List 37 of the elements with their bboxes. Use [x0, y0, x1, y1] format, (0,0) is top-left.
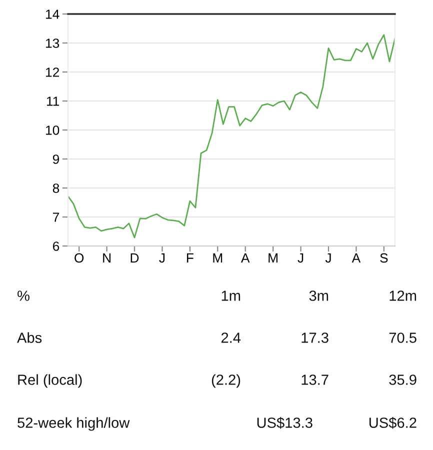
x-tick-label: J	[298, 253, 304, 263]
y-tick-label: 7	[53, 212, 60, 222]
text: 2.4	[221, 332, 241, 343]
text: Rel (local)	[18, 374, 82, 388]
y-tick-label: 13	[46, 38, 60, 48]
text: 3m	[309, 290, 328, 301]
text: 70.5	[389, 332, 416, 343]
y-tick-label: 11	[46, 96, 60, 106]
x-tick-label: D	[130, 253, 139, 263]
x-tick-label: F	[186, 253, 194, 263]
text: 17.3	[302, 332, 328, 343]
text: 1m	[222, 290, 240, 301]
y-tick-label: 8	[52, 184, 60, 193]
x-tick-label: M	[213, 253, 222, 263]
y-tick-label: 14	[46, 10, 60, 19]
y-tick-label: 10	[46, 126, 60, 135]
x-tick-label: J	[159, 253, 165, 263]
line-series	[68, 34, 395, 238]
y-tick-label: 12	[46, 68, 60, 77]
text: %	[18, 290, 30, 301]
y-tick-label: 9	[52, 154, 60, 164]
x-tick-label: A	[352, 253, 361, 263]
x-tick-label: O	[74, 253, 84, 263]
text: Abs	[17, 332, 42, 343]
x-tick-label: M	[268, 253, 278, 263]
x-tick-label: A	[240, 253, 250, 263]
text: US$6.2	[369, 416, 416, 429]
text: 13.7	[302, 374, 328, 385]
x-tick-label: S	[380, 253, 388, 263]
text: 52-week high/low	[18, 417, 130, 431]
text: 35.9	[389, 374, 416, 385]
text: (2.2)	[212, 374, 240, 388]
text: US$13.3	[257, 416, 312, 429]
text: 12m	[390, 290, 416, 301]
x-tick-label: N	[103, 253, 110, 263]
x-tick-label: J	[325, 253, 331, 263]
y-tick-label: 6	[53, 242, 60, 251]
